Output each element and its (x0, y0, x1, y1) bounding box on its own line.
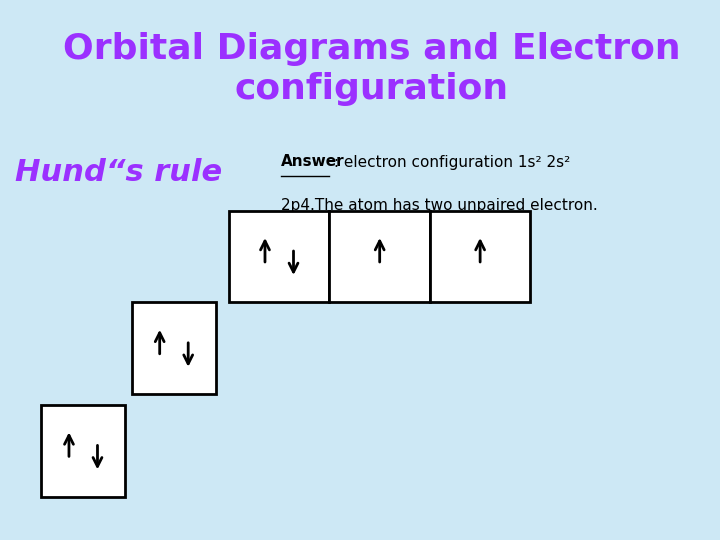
Text: : electron configuration 1s² 2s²: : electron configuration 1s² 2s² (330, 154, 571, 170)
Text: 2p4.The atom has two unpaired electron.: 2p4.The atom has two unpaired electron. (281, 198, 598, 213)
Bar (132, 302, 216, 394)
Text: Orbital Diagrams and Electron
configuration: Orbital Diagrams and Electron configurat… (63, 32, 680, 106)
Text: Answer: Answer (281, 154, 344, 170)
Bar (330, 211, 430, 302)
Bar (229, 211, 330, 302)
Bar (41, 405, 125, 497)
Bar (430, 211, 531, 302)
Text: Hund“s rule: Hund“s rule (15, 158, 222, 187)
